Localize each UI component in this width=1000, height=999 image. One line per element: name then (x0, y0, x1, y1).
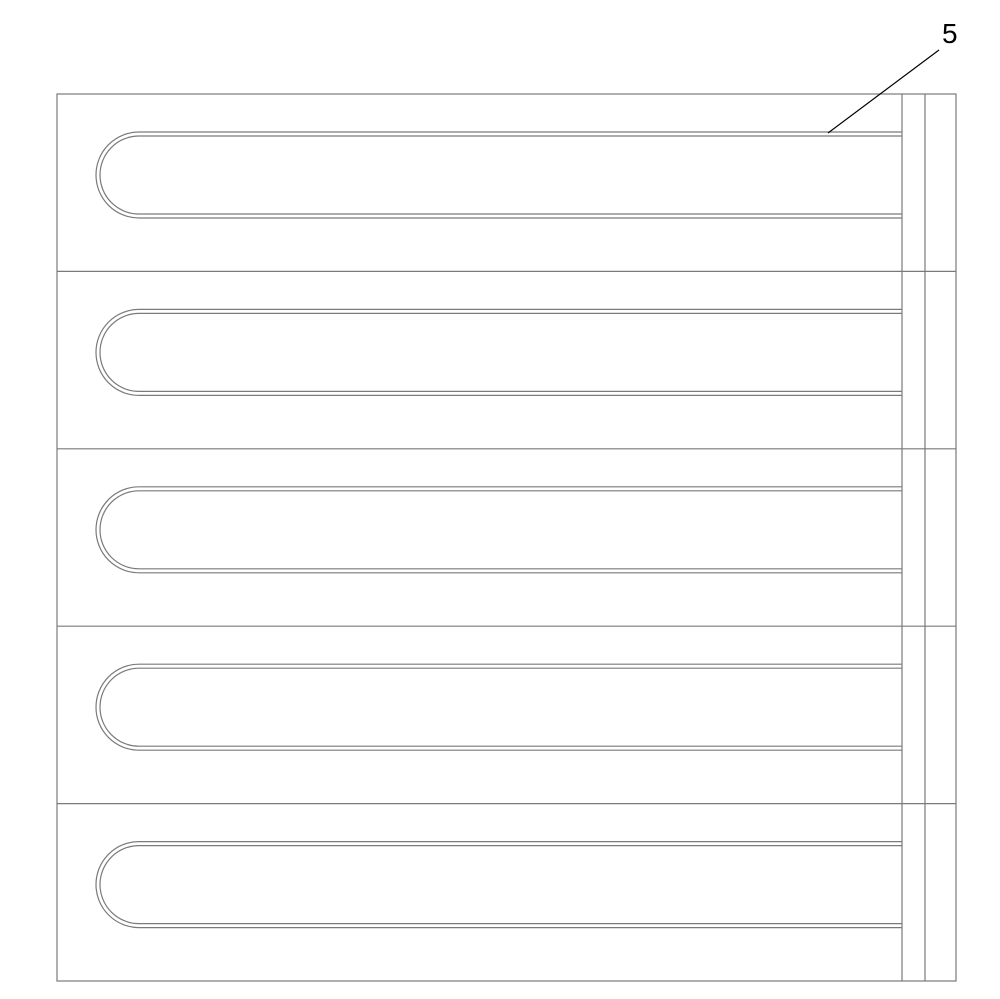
callout-label-5: 5 (942, 18, 958, 50)
technical-diagram: 5 (0, 0, 1000, 994)
diagram-svg (0, 0, 1000, 994)
